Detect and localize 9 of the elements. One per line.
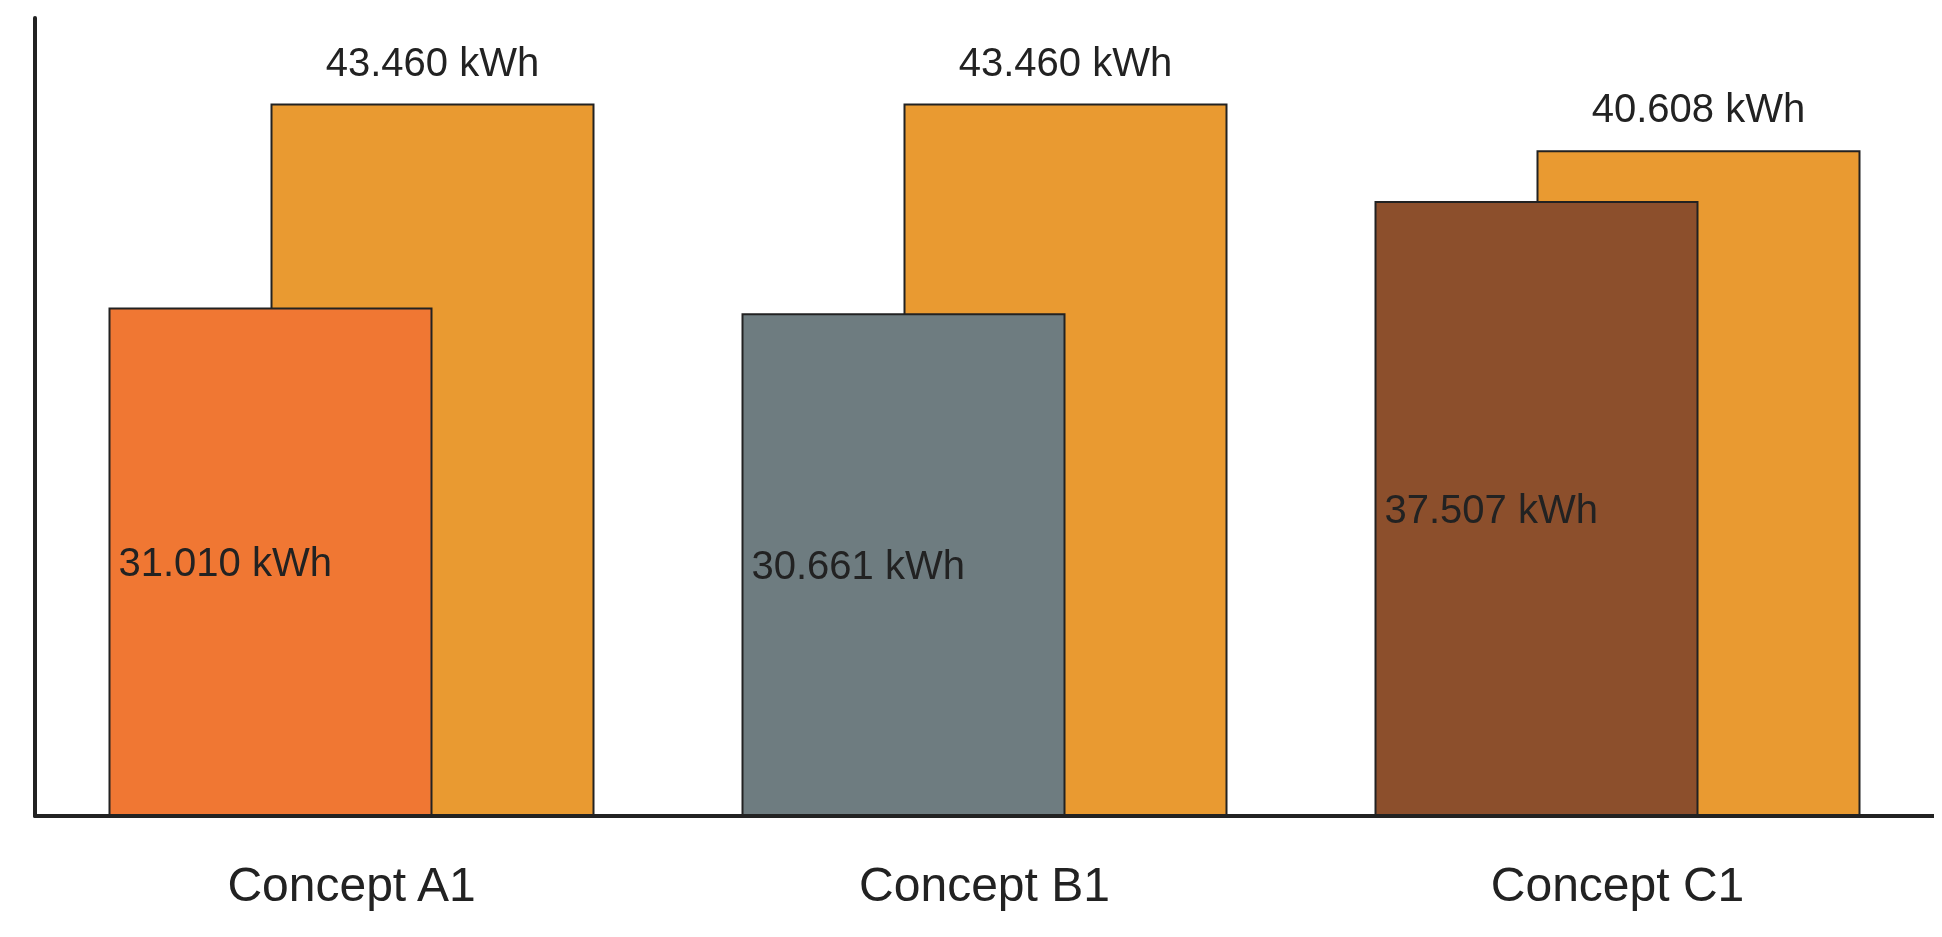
data-label: 31.010 kWh — [118, 539, 332, 584]
data-label: 37.507 kWh — [1384, 486, 1598, 531]
x-tick-label: Concept C1 — [1490, 857, 1745, 911]
data-label: 30.661 kWh — [751, 542, 965, 587]
data-label: 40.608 kWh — [1591, 86, 1806, 131]
x-tick-label: Concept B1 — [859, 857, 1110, 911]
data-label: 43.460 kWh — [325, 39, 540, 84]
x-tick-label: Concept A1 — [227, 857, 476, 911]
data-label: 43.460 kWh — [958, 39, 1173, 84]
